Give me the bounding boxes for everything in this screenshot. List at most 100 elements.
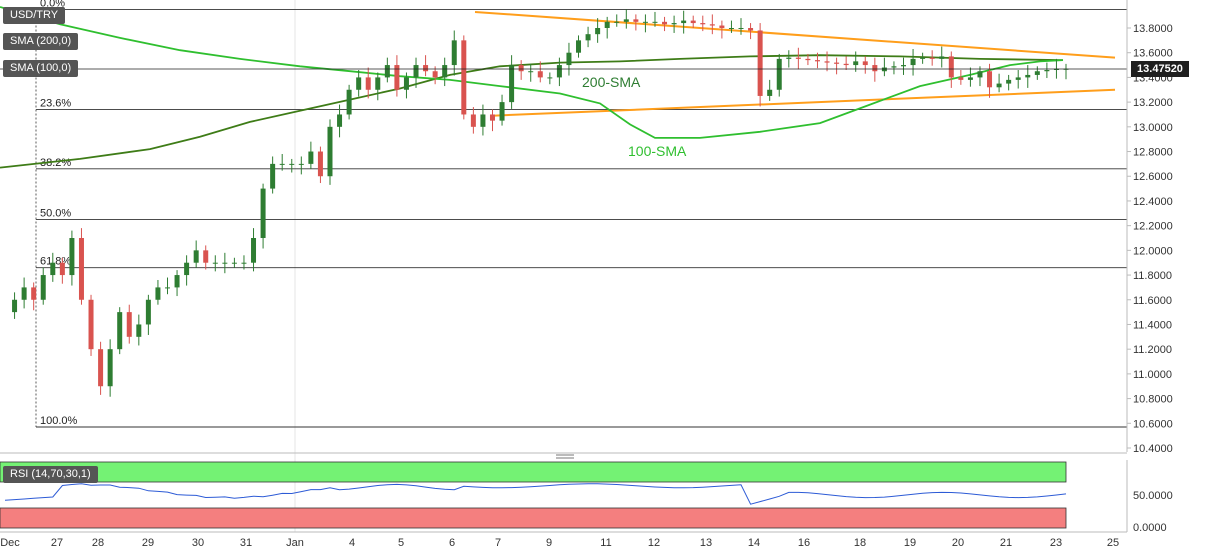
price-tick: 11.4000 xyxy=(1133,319,1172,331)
candle-body xyxy=(757,30,763,96)
candle-body xyxy=(442,65,448,78)
candle-body xyxy=(317,151,323,177)
candle-body xyxy=(977,71,983,78)
symbol-badge[interactable]: USD/TRY xyxy=(3,7,66,24)
price-tick: 11.2000 xyxy=(1133,344,1172,356)
candle-body xyxy=(509,65,515,103)
legend-sma-100[interactable]: SMA (100,0) xyxy=(3,60,79,77)
candle-body xyxy=(967,77,973,80)
candle-body xyxy=(987,71,993,88)
candle-body xyxy=(834,62,840,64)
price-tick: 13.8000 xyxy=(1133,23,1173,35)
candle-body xyxy=(537,71,543,78)
candle-body xyxy=(88,299,94,350)
time-tick: 12 xyxy=(648,537,660,549)
price-tick: 10.6000 xyxy=(1133,418,1173,430)
candle-body xyxy=(394,65,400,90)
candle-body xyxy=(31,287,37,300)
candle-body xyxy=(862,61,868,66)
candle-body xyxy=(1015,77,1021,80)
candle-body xyxy=(652,21,658,23)
candle-body xyxy=(585,34,591,41)
price-tick: 12.2000 xyxy=(1133,221,1173,233)
candle-body xyxy=(748,28,754,31)
candle-body xyxy=(480,114,486,127)
candle-body xyxy=(1006,79,1012,84)
candle-body xyxy=(891,66,897,68)
candle-body xyxy=(184,262,190,276)
price-tick: 12.6000 xyxy=(1133,171,1173,183)
candle-body xyxy=(805,58,811,61)
candle-body xyxy=(164,287,170,289)
time-tick: 19 xyxy=(904,537,916,549)
price-tick: 10.8000 xyxy=(1133,394,1173,406)
candle-body xyxy=(1034,71,1040,75)
candle-body xyxy=(126,312,132,337)
lower-trendline xyxy=(491,88,1116,117)
candle-body xyxy=(136,324,142,337)
rsi-tick-0: 0.0000 xyxy=(1133,522,1167,534)
time-tick: 25 xyxy=(1107,537,1119,549)
fib-label: 61.8% xyxy=(40,256,71,268)
rsi-tick-50: 50.0000 xyxy=(1133,490,1173,502)
sma-lines xyxy=(0,6,1064,169)
last-price-badge: 13.47520 xyxy=(1131,61,1189,77)
time-tick: 18 xyxy=(854,537,866,549)
sma-200-line xyxy=(0,54,1064,169)
candle-body xyxy=(690,20,696,24)
candle-body xyxy=(786,57,792,59)
candle-body xyxy=(528,71,534,73)
candle-body xyxy=(423,65,429,72)
candle-body xyxy=(279,163,285,165)
candle-body xyxy=(595,28,601,35)
price-tick: 10.4000 xyxy=(1133,443,1173,455)
price-tick: 11.0000 xyxy=(1133,369,1172,381)
candle-body xyxy=(939,56,945,59)
price-tick: 12.8000 xyxy=(1133,147,1173,159)
candle-body xyxy=(413,65,419,78)
candle-body xyxy=(432,71,438,78)
candle-body xyxy=(642,21,648,23)
candle-body xyxy=(843,63,849,66)
time-tick: 20 xyxy=(952,537,964,549)
price-tick: 11.6000 xyxy=(1133,295,1172,307)
candle-body xyxy=(289,163,295,165)
candle-body xyxy=(518,65,524,72)
fib-label: 50.0% xyxy=(40,207,71,219)
candle-body xyxy=(117,312,123,350)
candle-body xyxy=(824,61,830,63)
time-tick: 31 xyxy=(240,537,252,549)
time-tick: 21 xyxy=(1000,537,1012,549)
candle-body xyxy=(556,65,562,78)
time-axis-ticks: Dec 27 28 29 30 31 Jan 4 5 6 7 9 11 12 13 14 16 18 19 20 21 2… xyxy=(0,537,1119,549)
candle-body xyxy=(69,238,75,276)
candle-body xyxy=(623,19,629,22)
time-tick: 9 xyxy=(546,537,552,549)
triangle-trendlines xyxy=(474,10,1116,117)
price-tick: 13.2000 xyxy=(1133,97,1173,109)
panel-resize-handle[interactable] xyxy=(556,454,574,459)
price-tick: 13.6000 xyxy=(1133,48,1173,60)
candle-body xyxy=(231,262,237,264)
time-tick: 7 xyxy=(495,537,501,549)
candle-body xyxy=(489,114,495,121)
candle-body xyxy=(662,21,668,25)
candle-body xyxy=(155,287,161,300)
candle-body xyxy=(728,28,734,29)
time-tick: 5 xyxy=(398,537,404,549)
candle-body xyxy=(222,262,228,264)
candle-body xyxy=(470,114,476,127)
candle-body xyxy=(260,188,266,238)
candle-body xyxy=(327,126,333,177)
legend-sma-200[interactable]: SMA (200,0) xyxy=(3,33,79,50)
time-tick: 29 xyxy=(142,537,154,549)
candle-body xyxy=(337,114,343,127)
candle-body xyxy=(910,58,916,66)
candle-body xyxy=(738,28,744,29)
legend-rsi[interactable]: RSI (14,70,30,1) xyxy=(3,466,98,483)
price-tick: 12.0000 xyxy=(1133,245,1173,257)
candle-body xyxy=(814,60,820,62)
rsi-line xyxy=(4,483,1067,505)
candle-body xyxy=(78,238,84,300)
